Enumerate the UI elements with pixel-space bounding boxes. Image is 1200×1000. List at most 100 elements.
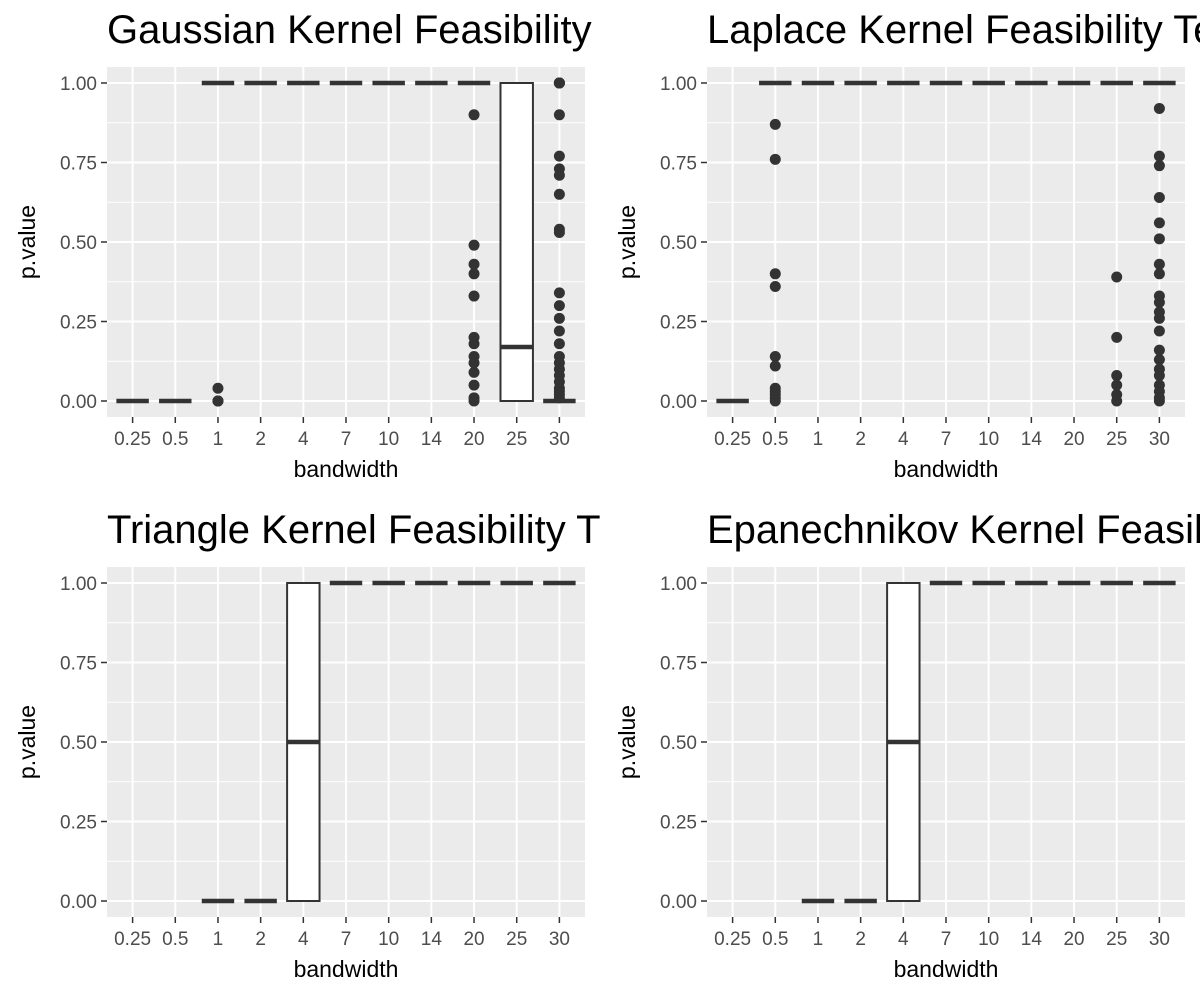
outlier-point (1153, 150, 1165, 162)
x-tick-label: 0.25 (114, 429, 151, 450)
y-tick-label: 0.25 (60, 313, 97, 334)
x-tick-label: 4 (298, 429, 309, 450)
outlier-point (769, 395, 781, 407)
outlier-point (1153, 344, 1165, 356)
chart-panel: Triangle Kernel Feasibility T 0.00 0.25 0.5… (14, 508, 600, 982)
outlier-point (1111, 271, 1123, 283)
outlier-point (1153, 258, 1165, 270)
outlier-point (468, 268, 480, 280)
outlier-point (1153, 370, 1165, 382)
x-tick-label: 30 (549, 929, 570, 950)
x-tick-label: 20 (1063, 929, 1084, 950)
x-tick-label: 14 (421, 429, 443, 450)
y-tick-label: 0.00 (660, 892, 697, 913)
x-tick-label: 7 (941, 429, 952, 450)
x-tick-label: 25 (1106, 429, 1127, 450)
outlier-point (468, 357, 480, 369)
y-tick-label: 1.00 (660, 574, 697, 595)
outlier-point (468, 395, 480, 407)
outlier-point (1153, 296, 1165, 308)
x-tick-label: 30 (549, 429, 570, 450)
outlier-point (212, 395, 224, 407)
x-tick-label: 1 (213, 429, 224, 450)
outlier-point (468, 338, 480, 350)
x-tick-label: 0.5 (162, 929, 188, 950)
y-axis-label: p.value (14, 205, 40, 279)
y-tick-label: 0.75 (60, 154, 97, 175)
x-tick-label: 4 (898, 929, 909, 950)
x-tick-label: 30 (1149, 929, 1170, 950)
x-axis-label: bandwidth (894, 456, 999, 482)
x-tick-label: 1 (813, 929, 824, 950)
outlier-point (1153, 191, 1165, 203)
x-axis-label: bandwidth (294, 456, 399, 482)
x-tick-label: 7 (341, 429, 352, 450)
x-tick-label: 0.5 (762, 429, 788, 450)
outlier-point (769, 268, 781, 280)
x-tick-label: 0.5 (762, 929, 788, 950)
y-axis-label: p.value (614, 705, 640, 779)
x-tick-label: 14 (1021, 429, 1043, 450)
outlier-point (553, 109, 565, 121)
y-tick-label: 0.00 (60, 892, 97, 913)
x-tick-label: 10 (378, 429, 399, 450)
y-axis-label: p.value (14, 705, 40, 779)
box-body (499, 82, 534, 402)
outlier-point (1111, 331, 1123, 343)
x-tick-label: 10 (978, 429, 999, 450)
outlier-point (468, 258, 480, 270)
y-tick-label: 0.50 (60, 733, 97, 754)
x-tick-label: 20 (463, 429, 484, 450)
chart-title: Epanechnikov Kernel Feasib (707, 508, 1200, 552)
x-tick-label: 25 (1106, 929, 1127, 950)
chart-title: Gaussian Kernel Feasibility (107, 8, 592, 52)
outlier-point (1153, 160, 1165, 172)
outlier-point (1153, 102, 1165, 114)
outlier-point (553, 77, 565, 89)
y-tick-label: 1.00 (60, 74, 97, 95)
x-tick-label: 25 (506, 929, 527, 950)
x-tick-label: 0.5 (162, 429, 188, 450)
x-tick-label: 30 (1149, 429, 1170, 450)
outlier-point (1153, 395, 1165, 407)
outlier-point (468, 366, 480, 378)
outlier-point (468, 290, 480, 302)
y-tick-label: 0.75 (60, 654, 97, 675)
x-tick-label: 2 (255, 429, 266, 450)
x-tick-label: 2 (855, 429, 866, 450)
outlier-point (553, 150, 565, 162)
outlier-point (769, 360, 781, 372)
x-tick-label: 10 (378, 929, 399, 950)
outlier-point (553, 392, 565, 404)
x-tick-label: 7 (941, 929, 952, 950)
outlier-point (1153, 233, 1165, 245)
y-tick-label: 0.75 (660, 154, 697, 175)
y-tick-label: 0.00 (60, 392, 97, 413)
y-tick-label: 1.00 (60, 574, 97, 595)
outlier-point (769, 153, 781, 165)
x-axis-label: bandwidth (294, 956, 399, 982)
outlier-point (468, 239, 480, 251)
outlier-point (553, 325, 565, 337)
outlier-point (553, 338, 565, 350)
x-tick-label: 14 (1021, 929, 1043, 950)
outlier-point (769, 281, 781, 293)
y-tick-label: 0.50 (660, 733, 697, 754)
y-tick-label: 0.75 (660, 654, 697, 675)
outlier-point (1153, 354, 1165, 366)
x-tick-label: 2 (255, 929, 266, 950)
chart-panel: Laplace Kernel Feasibility Te 0.00 0.25 0.5… (614, 8, 1200, 482)
outlier-point (769, 350, 781, 362)
x-tick-label: 7 (341, 929, 352, 950)
outlier-point (468, 379, 480, 391)
outlier-point (1153, 217, 1165, 229)
outlier-point (468, 109, 480, 121)
x-tick-label: 4 (298, 929, 309, 950)
chart-panel: Gaussian Kernel Feasibility 0.00 0.25 0.50 0… (14, 8, 592, 482)
x-tick-label: 14 (421, 929, 443, 950)
outlier-point (553, 188, 565, 200)
x-tick-label: 20 (463, 929, 484, 950)
y-axis-label: p.value (614, 205, 640, 279)
outlier-point (1111, 379, 1123, 391)
outlier-point (212, 382, 224, 394)
